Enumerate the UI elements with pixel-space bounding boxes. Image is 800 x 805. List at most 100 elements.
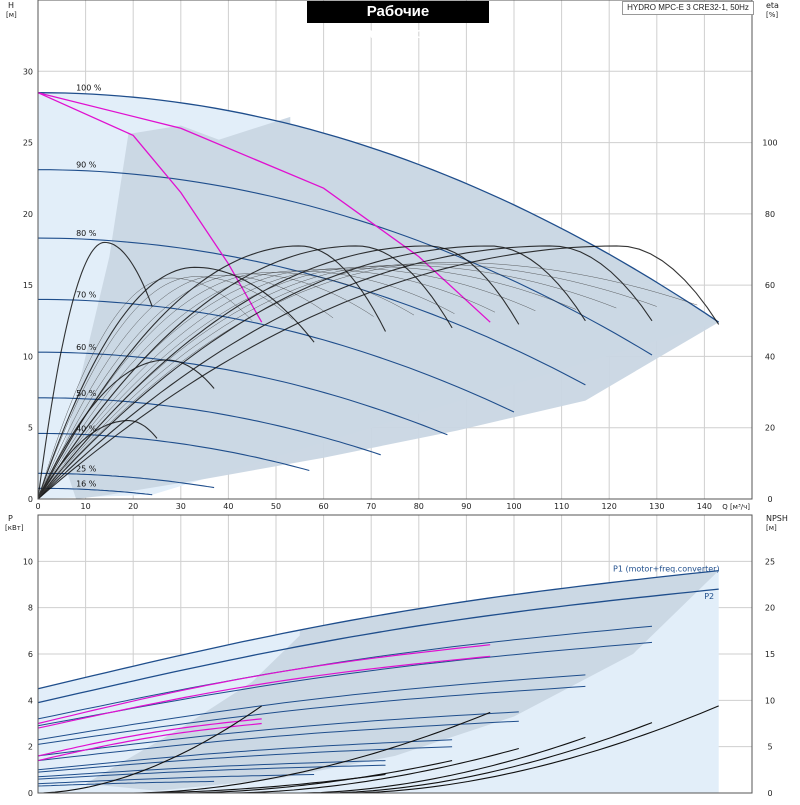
y-tick-label: 6: [28, 650, 33, 659]
x-tick-label: 70: [366, 502, 376, 511]
power-control-curve: [37, 644, 491, 725]
speed-curve-label: 100 %: [76, 84, 102, 93]
speed-curve: [37, 237, 586, 386]
speed-curve-label: 60 %: [76, 343, 97, 352]
head-area-operating: [61, 116, 719, 500]
efficiency-curve: [37, 359, 215, 500]
efficiency-curve-thin: [37, 276, 293, 500]
power-speed-curve: [37, 711, 519, 757]
efficiency-curve-thin: [37, 272, 415, 500]
efficiency-curve: [37, 245, 386, 500]
x-tick-label: 60: [319, 502, 329, 511]
efficiency-curve: [37, 245, 586, 500]
right-tick-label: 15: [765, 650, 775, 659]
efficiency-curve: [37, 241, 153, 500]
operating-area-layer: [38, 92, 719, 793]
control-curve: [37, 92, 263, 323]
speed-curve: [38, 432, 310, 472]
series-label-p1: P1 (motor+freq.converter): [613, 565, 720, 574]
labels-layer: 100 % 90 % 80 % 70 % 60 % 50 % 40 % 25 % 16 % P1 …: [5, 1, 788, 798]
speed-curve-label: 80 %: [76, 229, 97, 238]
y-axis-unit: [м]: [6, 11, 17, 19]
power-speed-curve: [37, 780, 215, 787]
right-tick-label: 5: [767, 743, 772, 752]
speed-curve-label: 40 %: [76, 424, 97, 433]
efficiency-curve-thin: [37, 277, 253, 500]
right-tick-label: 60: [765, 281, 775, 290]
efficiency-curve-thin: [37, 262, 698, 500]
efficiency-curve-thin: [37, 267, 536, 500]
power-control-curve: [37, 655, 491, 729]
x-tick-label: 40: [223, 502, 233, 511]
npsh-curve: [37, 705, 263, 794]
right-axis-label: NPSH: [766, 514, 788, 523]
x-tick-label: 10: [81, 502, 91, 511]
right-tick-label: 0: [767, 495, 772, 504]
y-tick-label: 8: [28, 604, 33, 613]
chart-title: Рабочие характеристики: [307, 1, 489, 42]
speed-curve: [37, 92, 720, 323]
npsh-curve: [180, 760, 453, 794]
series-label-p2: P2: [704, 592, 714, 601]
axes-layer: [37, 0, 753, 794]
x-tick-label: 110: [554, 502, 569, 511]
x-tick-label: 140: [697, 502, 712, 511]
power-speed-curve: [37, 625, 653, 720]
efficiency-curve: [37, 245, 720, 500]
npsh-curve: [347, 705, 719, 794]
y-tick-label: 2: [28, 743, 33, 752]
speed-curve-label: 50 %: [76, 389, 97, 398]
right-axis-unit: [м]: [766, 524, 777, 532]
y-tick-label: 20: [23, 210, 33, 219]
power-speed-curve: [37, 720, 519, 762]
efficiency-curve-thin: [37, 274, 334, 500]
power-control-curve: [37, 718, 262, 757]
x-tick-label: 120: [602, 502, 617, 511]
speed-curve: [38, 169, 653, 356]
efficiency-curve: [37, 245, 653, 500]
speed-curve-label: 25 %: [76, 464, 97, 473]
y-axis-label: H: [8, 1, 14, 10]
y-axis-unit: [кВт]: [5, 524, 24, 532]
efficiency-curve-thin: [37, 269, 496, 500]
x-tick-label: 80: [414, 502, 424, 511]
power-speed-curve: [37, 685, 586, 745]
efficiency-curve: [37, 245, 520, 500]
power-speed-curve: [37, 739, 453, 771]
y-tick-label: 0: [28, 495, 33, 504]
npsh-curve: [323, 722, 653, 794]
power-speed-curve: [37, 746, 453, 773]
right-tick-label: 80: [765, 210, 775, 219]
power-speed-curve: [37, 764, 386, 780]
y-axis-label: P: [8, 514, 13, 523]
speed-curve-label: 16 %: [76, 479, 97, 488]
right-tick-label: 40: [765, 352, 775, 361]
power-speed-curve: [37, 674, 586, 741]
right-tick-label: 20: [765, 604, 775, 613]
efficiency-curve: [37, 266, 315, 500]
y-tick-label: 4: [28, 696, 33, 705]
right-axis-label: eta: [766, 1, 779, 10]
efficiency-curve-thin: [37, 266, 576, 500]
y-tick-label: 15: [23, 281, 33, 290]
x-tick-label: 90: [461, 502, 471, 511]
y-tick-label: 0: [28, 789, 33, 798]
control-curve: [37, 92, 491, 323]
right-tick-label: 100: [762, 139, 777, 148]
right-axis-unit: [%]: [766, 11, 778, 19]
right-tick-label: 0: [767, 789, 772, 798]
npsh-curve: [228, 747, 519, 794]
npsh-curve: [133, 773, 386, 794]
y-tick-label: 30: [23, 67, 33, 76]
efficiency-curve-thin: [37, 270, 455, 500]
speed-curve: [38, 487, 153, 496]
curves-layer: [37, 92, 720, 794]
power-control-curve: [37, 722, 262, 762]
speed-curve-label: 70 %: [76, 290, 97, 299]
pump-model-label: HYDRO MPC-E 3 CRE32-1, 50Hz: [622, 1, 754, 15]
head-plot-frame: [37, 0, 753, 500]
npsh-curve: [133, 711, 491, 794]
y-tick-label: 25: [23, 139, 33, 148]
